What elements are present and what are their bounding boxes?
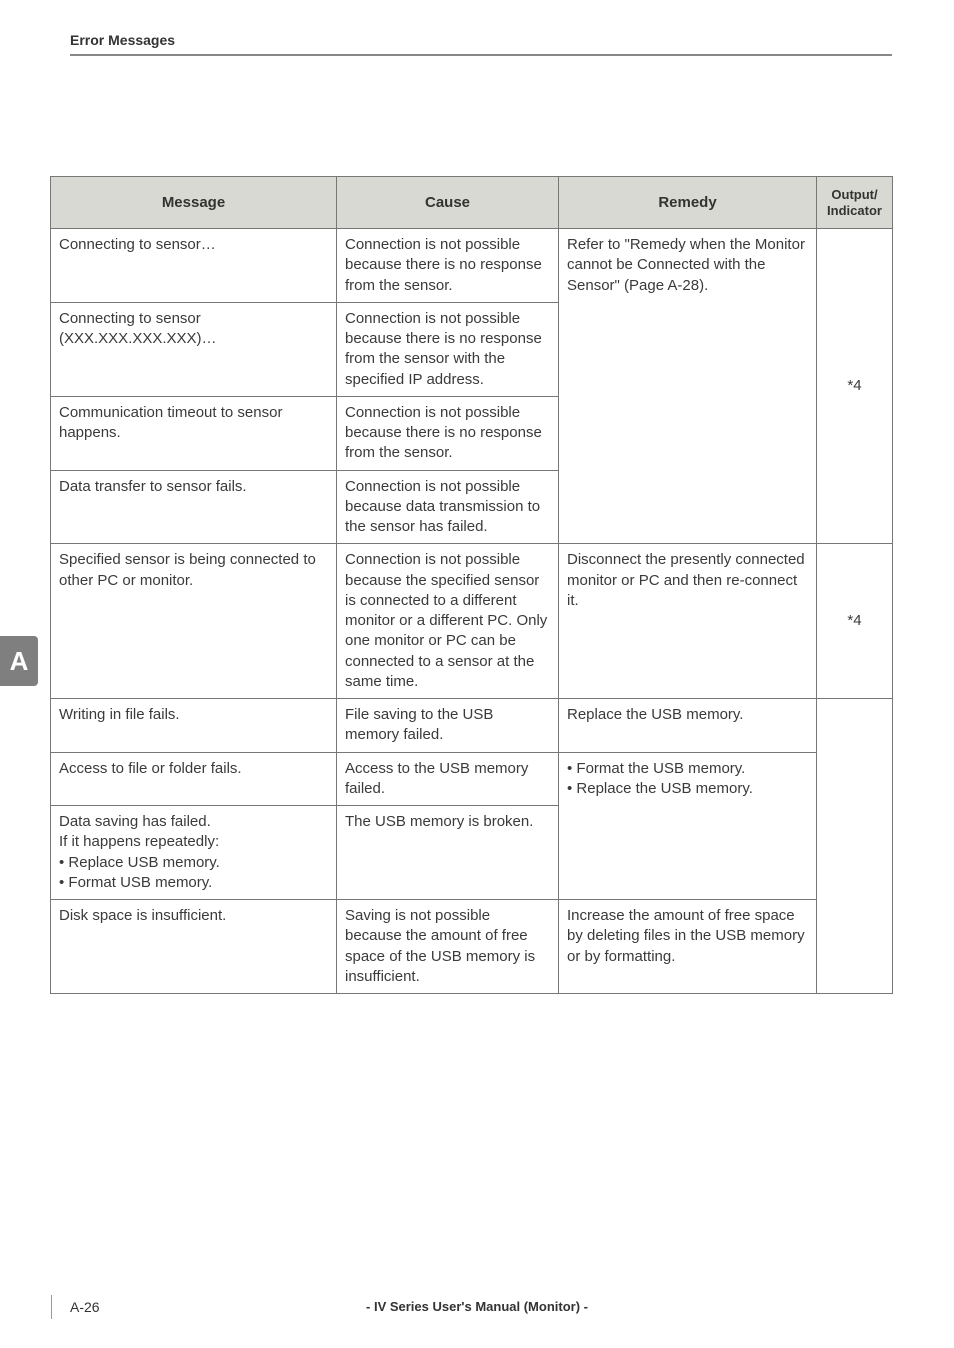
page-header: Error Messages: [0, 0, 954, 56]
cell-remedy: Increase the amount of free space by del…: [559, 900, 817, 994]
cell-message: Disk space is insufficient.: [51, 900, 337, 994]
page-number: A-26: [70, 1299, 100, 1315]
cell-remedy: • Format the USB memory. • Replace the U…: [559, 752, 817, 900]
cell-message: Data transfer to sensor fails.: [51, 470, 337, 544]
cell-output: *4: [817, 229, 893, 544]
table-row: Specified sensor is being connected to o…: [51, 544, 893, 699]
cell-cause: File saving to the USB memory failed.: [337, 699, 559, 753]
remedy-line: • Format the USB memory.: [567, 759, 808, 779]
cell-cause: Connection is not possible because the s…: [337, 544, 559, 699]
table-row: Access to file or folder fails. Access t…: [51, 752, 893, 806]
cell-cause: Access to the USB memory failed.: [337, 752, 559, 806]
section-title: Error Messages: [70, 32, 954, 48]
remedy-line: • Replace the USB memory.: [567, 779, 808, 799]
cell-cause: Connection is not possible because there…: [337, 229, 559, 303]
table-row: Disk space is insufficient. Saving is no…: [51, 900, 893, 994]
cell-output: [817, 699, 893, 994]
cell-remedy: Replace the USB memory.: [559, 699, 817, 753]
cell-remedy: Refer to "Remedy when the Monitor cannot…: [559, 229, 817, 544]
message-line: • Format USB memory.: [59, 873, 328, 893]
cell-message: Data saving has failed. If it happens re…: [51, 806, 337, 900]
cell-output: *4: [817, 544, 893, 699]
col-header-remedy: Remedy: [559, 177, 817, 229]
error-messages-table: Message Cause Remedy Output/ Indicator C…: [50, 176, 893, 994]
cell-cause: Connection is not possible because there…: [337, 396, 559, 470]
col-header-cause: Cause: [337, 177, 559, 229]
side-appendix-tab: A: [0, 636, 38, 686]
cell-cause: Connection is not possible because there…: [337, 302, 559, 396]
cell-cause: Saving is not possible because the amoun…: [337, 900, 559, 994]
message-line: • Replace USB memory.: [59, 853, 328, 873]
footer-divider: [51, 1295, 52, 1319]
cell-message: Access to file or folder fails.: [51, 752, 337, 806]
cell-message: Writing in file fails.: [51, 699, 337, 753]
cell-cause: The USB memory is broken.: [337, 806, 559, 900]
cell-message: Communication timeout to sensor happens.: [51, 396, 337, 470]
col-header-output: Output/ Indicator: [817, 177, 893, 229]
table-row: Connecting to sensor… Connection is not …: [51, 229, 893, 303]
col-header-message: Message: [51, 177, 337, 229]
page-footer: A-26 - IV Series User's Manual (Monitor)…: [0, 1299, 954, 1314]
footer-title: - IV Series User's Manual (Monitor) -: [0, 1299, 954, 1314]
cell-remedy: Disconnect the presently connected monit…: [559, 544, 817, 699]
content-area: Message Cause Remedy Output/ Indicator C…: [0, 56, 954, 994]
message-line: If it happens repeatedly:: [59, 832, 328, 852]
message-line: Data saving has failed.: [59, 812, 328, 832]
table-row: Writing in file fails. File saving to th…: [51, 699, 893, 753]
table-header-row: Message Cause Remedy Output/ Indicator: [51, 177, 893, 229]
cell-message: Specified sensor is being connected to o…: [51, 544, 337, 699]
cell-message: Connecting to sensor (XXX.XXX.XXX.XXX)…: [51, 302, 337, 396]
cell-cause: Connection is not possible because data …: [337, 470, 559, 544]
side-tab-label: A: [10, 646, 29, 677]
cell-message: Connecting to sensor…: [51, 229, 337, 303]
